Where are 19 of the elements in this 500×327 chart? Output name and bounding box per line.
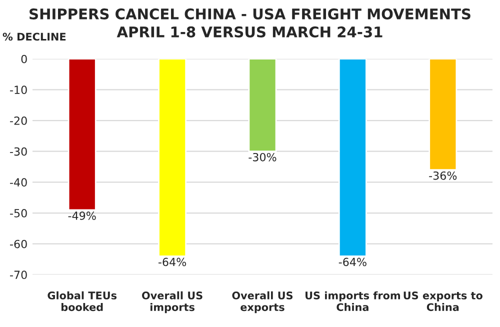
y-tick-label: -50: [10, 208, 27, 218]
x-tick-label: US imports from China: [306, 291, 400, 312]
data-label: -36%: [429, 171, 457, 180]
data-label: -64%: [338, 258, 366, 266]
y-tick-label: -20: [10, 116, 27, 125]
x-tick-label: Global TEUs booked: [48, 291, 117, 312]
x-tick-label: Overall US imports: [142, 291, 202, 314]
data-label: -49%: [68, 212, 96, 220]
y-tick-label: -60: [10, 240, 27, 248]
y-tick-label: -30: [10, 147, 27, 156]
x-tick-label: Overall US exports: [232, 291, 293, 314]
data-label: -64%: [158, 258, 186, 266]
y-axis-title: % DECLINE: [2, 32, 66, 41]
y-tick-label: 0: [21, 54, 27, 64]
x-tick-label: US exports to China: [404, 292, 482, 312]
data-label: -30%: [248, 152, 276, 162]
y-tick-label: -70: [10, 270, 27, 280]
y-tick-label: -40: [10, 178, 27, 187]
y-tick-label: -10: [10, 86, 27, 94]
